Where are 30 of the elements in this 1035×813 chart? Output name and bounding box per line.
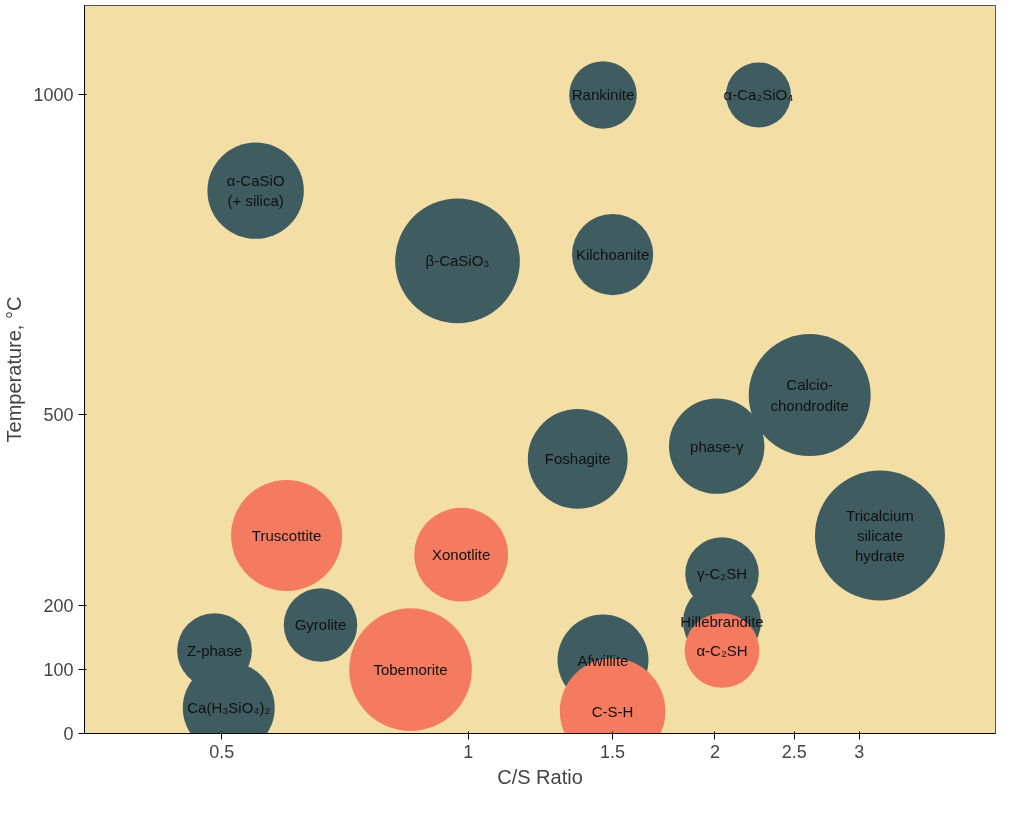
series-label: Calcio- chondrodite [770,376,849,414]
y-tick-label: 100 [43,660,74,681]
series-label: Tobemorite [373,661,448,679]
series-label: Z-phase [187,641,243,659]
y-axis-title: Temperature, °C [3,296,26,443]
series-label: Xonotlite [431,546,491,564]
series-label: Tricalcium silicate hydrate [846,506,914,565]
x-axis-title: C/S Ratio [497,765,583,788]
series-label: Rankinite [571,86,635,104]
x-tick-label: 0.5 [209,741,235,762]
x-tick-label: 3 [854,741,865,762]
y-tick-label: 0 [63,724,74,744]
x-tick-label: 2.5 [781,741,807,762]
series-label: α-CaSiO (+ silica) [226,171,285,210]
series-label: γ-C₂SH [697,565,748,583]
x-tick-label: 2 [709,741,720,762]
series-label: β-CaSiO₃ [425,252,490,270]
x-tick-label: 1.5 [600,741,626,762]
series-label: Truscottite [251,527,322,545]
series-label: Gyrolite [294,616,347,634]
series-label: α-C₂SH [696,641,748,659]
series-label: Foshagite [544,450,611,468]
series-label: Kilchoanite [575,246,650,264]
x-tick-label: 1 [463,741,474,762]
series-label: phase-γ [690,437,744,455]
series-label: C-S-H [591,702,634,720]
y-tick-label: 1000 [33,85,74,106]
y-tick-label: 200 [43,596,74,617]
series-label: Ca(H₃SiO₄)₂ [187,699,271,717]
y-tick-label: 500 [43,404,74,425]
